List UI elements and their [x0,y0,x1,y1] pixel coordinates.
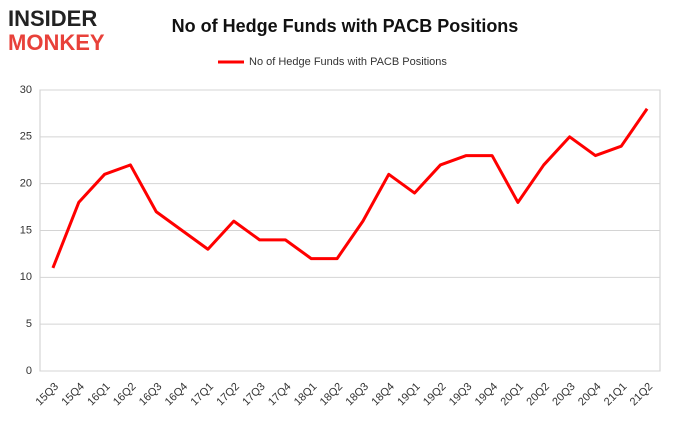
y-tick-label: 15 [20,224,32,236]
y-tick-label: 20 [20,178,32,190]
x-tick-label: 20Q1 [499,381,527,409]
logo-line1: INSIDER [8,6,97,31]
x-tick-label: 20Q2 [524,381,552,409]
x-tick-label: 17Q1 [189,381,217,409]
x-tick-label: 15Q3 [34,381,62,409]
x-tick-label: 19Q3 [447,381,475,409]
x-tick-label: 20Q3 [550,381,578,409]
x-tick-label: 16Q3 [137,381,165,409]
x-tick-label: 21Q2 [628,381,656,409]
y-tick-label: 25 [20,131,32,143]
x-tick-label: 15Q4 [59,381,87,409]
x-tick-label: 16Q4 [163,381,191,409]
y-tick-label: 10 [20,271,32,283]
x-tick-label: 21Q1 [602,381,630,409]
x-tick-label: 19Q1 [395,381,423,409]
x-tick-label: 16Q2 [111,381,139,409]
x-tick-label: 17Q4 [266,381,294,409]
chart-title: No of Hedge Funds with PACB Positions [172,16,519,36]
logo-line2: MONKEY [8,30,105,55]
y-tick-label: 30 [20,84,32,96]
x-tick-label: 17Q3 [240,381,268,409]
x-tick-label: 17Q2 [214,381,242,409]
legend-label: No of Hedge Funds with PACB Positions [249,56,447,68]
y-tick-label: 0 [26,365,32,377]
x-tick-label: 19Q2 [421,381,449,409]
data-line [51,107,649,269]
x-tick-label: 18Q4 [369,381,397,409]
x-tick-label: 19Q4 [473,381,501,409]
x-tick-label: 18Q3 [344,381,372,409]
x-tick-label: 20Q4 [576,381,604,409]
y-tick-label: 5 [26,318,32,330]
x-tick-label: 16Q1 [85,381,113,409]
x-tick-label: 18Q1 [292,381,320,409]
x-tick-label: 18Q2 [318,381,346,409]
